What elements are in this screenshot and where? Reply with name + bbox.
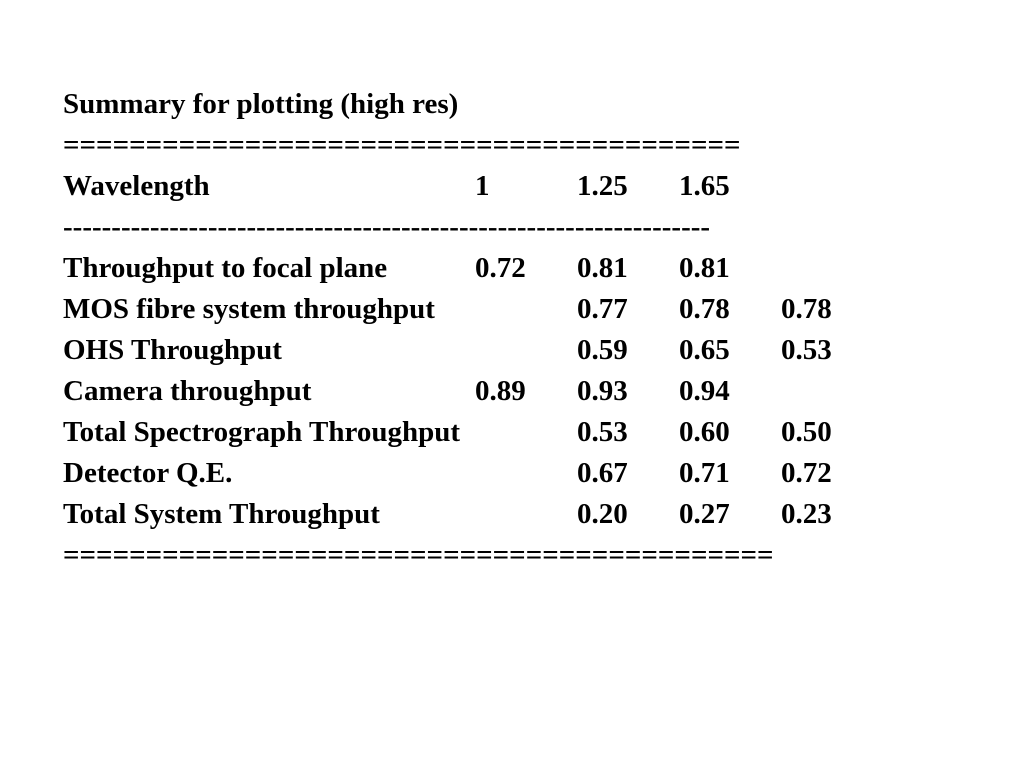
row-cell: 0.59 [577, 334, 628, 366]
row-cell: 0.23 [781, 498, 832, 530]
header-cell: 1.65 [679, 170, 730, 202]
row-cell: 0.71 [679, 457, 730, 489]
row-cell: 0.20 [577, 498, 628, 530]
row-label: Detector Q.E. [63, 457, 232, 489]
row-cell: 0.53 [781, 334, 832, 366]
row-label: MOS fibre system throughput [63, 293, 435, 325]
title: Summary for plotting (high res) [63, 88, 458, 120]
row-cell: 0.53 [577, 416, 628, 448]
row-cell: 0.72 [781, 457, 832, 489]
rule: ----------------------------------------… [63, 211, 710, 243]
row-cell: 0.67 [577, 457, 628, 489]
row-cell: 0.94 [679, 375, 730, 407]
row-label: Total System Throughput [63, 498, 380, 530]
row-cell: 0.78 [781, 293, 832, 325]
rule: ========================================… [63, 129, 741, 161]
row-cell: 0.81 [679, 252, 730, 284]
row-cell: 0.60 [679, 416, 730, 448]
row-cell: 0.27 [679, 498, 730, 530]
header-label: Wavelength [63, 170, 210, 202]
row-cell: 0.78 [679, 293, 730, 325]
row-label: Total Spectrograph Throughput [63, 416, 460, 448]
row-cell: 0.81 [577, 252, 628, 284]
row-cell: 0.93 [577, 375, 628, 407]
header-cell: 1 [475, 170, 490, 202]
rule: ========================================… [63, 539, 774, 571]
row-cell: 0.77 [577, 293, 628, 325]
row-label: Throughput to focal plane [63, 252, 387, 284]
row-cell: 0.89 [475, 375, 526, 407]
row-cell: 0.65 [679, 334, 730, 366]
row-cell: 0.50 [781, 416, 832, 448]
row-cell: 0.72 [475, 252, 526, 284]
row-label: OHS Throughput [63, 334, 282, 366]
header-cell: 1.25 [577, 170, 628, 202]
row-label: Camera throughput [63, 375, 312, 407]
